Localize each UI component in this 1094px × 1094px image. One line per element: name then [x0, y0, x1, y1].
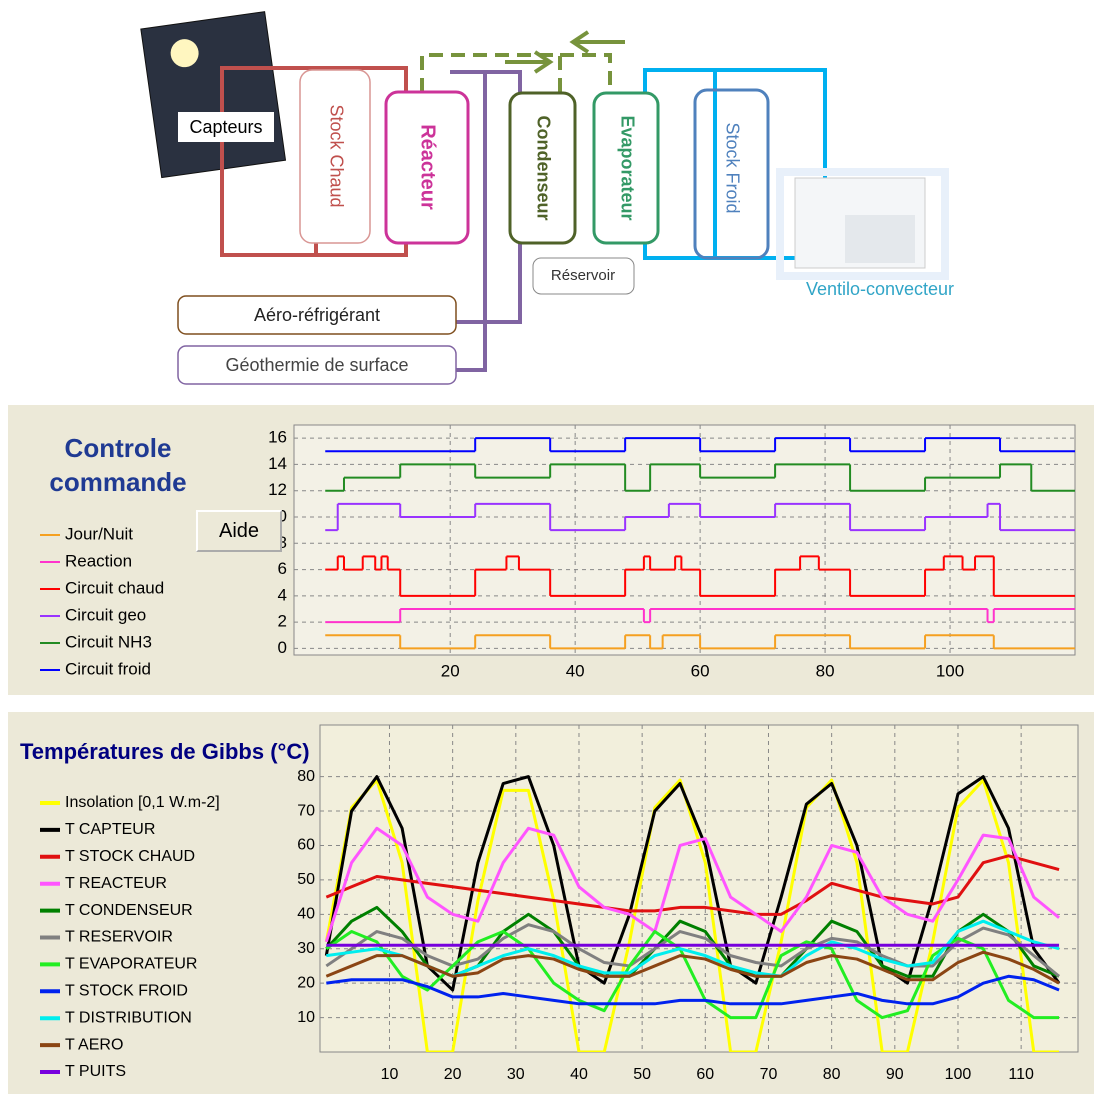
plot-area	[293, 424, 1076, 656]
legend-label: Circuit geo	[65, 605, 146, 624]
series-line	[325, 854, 1060, 916]
stock-chaud-box	[299, 69, 371, 244]
series-line	[324, 826, 1060, 943]
condenseur-box	[508, 91, 577, 245]
solar-panel	[140, 11, 287, 179]
legend-label: T REACTEUR	[65, 875, 167, 892]
x-tick-label: 60	[691, 661, 710, 680]
legend-label: Reaction	[65, 551, 132, 570]
x-tick-label: 40	[566, 661, 585, 680]
y-tick-label: 70	[297, 802, 315, 819]
legend-label: T AERO	[65, 1036, 123, 1053]
component-label: Condenseur	[533, 115, 553, 220]
x-tick-label: 100	[936, 661, 964, 680]
legend-label: T RESERVOIR	[65, 929, 173, 946]
chart-title: Controle commande	[49, 433, 187, 497]
nh3-circuit	[420, 53, 612, 92]
x-tick-label: 110	[1008, 1066, 1034, 1083]
x-tick-label: 40	[570, 1066, 588, 1083]
x-tick-label: 100	[945, 1066, 972, 1083]
flow-arrows	[505, 30, 625, 74]
y-tick-label: 4	[278, 585, 287, 604]
series	[325, 608, 1075, 624]
series-line	[324, 775, 1061, 992]
evaporateur-box	[592, 91, 660, 245]
component-label: Aéro-réfrigérant	[254, 305, 380, 325]
y-tick-label: 50	[297, 871, 315, 888]
geo-box	[177, 345, 457, 385]
y-tick-label: 12	[268, 480, 287, 499]
x-tick-label: 20	[441, 661, 460, 680]
legend-label: T CAPTEUR	[65, 821, 155, 838]
component-label: Géothermie de surface	[225, 355, 408, 375]
x-tick-label: 90	[886, 1066, 904, 1083]
component-label: Capteurs	[189, 117, 262, 137]
x-tick-label: 60	[696, 1066, 714, 1083]
chart-title: Températures de Gibbs (°C)	[20, 738, 310, 767]
y-tick-label: 6	[278, 559, 287, 578]
series	[325, 502, 1075, 532]
capteurs-label-bg	[178, 112, 274, 142]
series-line	[325, 950, 1060, 985]
x-tick-label: 80	[823, 1066, 841, 1083]
component-label: Stock Chaud	[326, 104, 346, 207]
legend-label: T EVAPORATEUR	[65, 956, 197, 973]
y-tick-label: 80	[297, 768, 315, 785]
y-tick-label: 14	[268, 454, 287, 473]
legend-label: Circuit chaud	[65, 578, 164, 597]
component-label: Ventilo-convecteur	[806, 279, 954, 299]
plot	[324, 775, 1061, 1052]
aero-box	[177, 295, 457, 335]
stock-froid-box	[693, 88, 770, 260]
plot	[325, 437, 1075, 650]
y-tick-label: 10	[297, 1009, 315, 1026]
y-tick-label: 16	[268, 428, 287, 447]
diagram	[140, 11, 949, 385]
series	[325, 555, 1075, 597]
legend-label: T PUITS	[65, 1063, 126, 1080]
x-tick-label: 70	[760, 1066, 778, 1083]
legend-label: Insolation [0,1 W.m-2]	[65, 794, 220, 811]
ventilo-grille	[845, 215, 915, 263]
help-button[interactable]: Aide	[196, 510, 282, 552]
reacteur-box	[384, 90, 470, 245]
x-tick-label: 10	[381, 1066, 399, 1083]
legend-label: Circuit NH3	[65, 632, 152, 651]
series-line	[325, 923, 1060, 978]
series	[325, 634, 1075, 650]
y-tick-label: 60	[297, 837, 315, 854]
legend-label: Jour/Nuit	[65, 524, 133, 543]
legend-label: T CONDENSEUR	[65, 902, 193, 919]
legend-label: T DISTRIBUTION	[65, 1009, 192, 1026]
ventilo-frame	[776, 168, 949, 280]
component-label: Evaporateur	[617, 115, 637, 220]
y-tick-label: 40	[297, 906, 315, 923]
y-tick-label: 8	[278, 533, 287, 552]
component-label: Réacteur	[417, 124, 439, 210]
y-tick-label: 2	[278, 612, 287, 631]
legend-label: Circuit froid	[65, 659, 151, 678]
x-tick-label: 80	[816, 661, 835, 680]
component-label: Stock Froid	[722, 122, 742, 213]
series	[325, 463, 1075, 492]
legend-label: T STOCK FROID	[65, 983, 188, 1000]
series-line	[326, 974, 1060, 1006]
series	[325, 437, 1075, 453]
reservoir-box	[532, 257, 635, 295]
y-tick-label: 30	[297, 940, 315, 957]
y-tick-label: 20	[297, 974, 315, 991]
component-label: Réservoir	[551, 267, 615, 284]
legend-label: T STOCK CHAUD	[65, 848, 195, 865]
y-tick-label: 0	[278, 638, 287, 657]
series-line	[324, 778, 1060, 1052]
x-tick-label: 50	[633, 1066, 651, 1083]
x-tick-label: 30	[507, 1066, 525, 1083]
series-line	[325, 930, 1060, 1020]
x-tick-label: 20	[444, 1066, 462, 1083]
